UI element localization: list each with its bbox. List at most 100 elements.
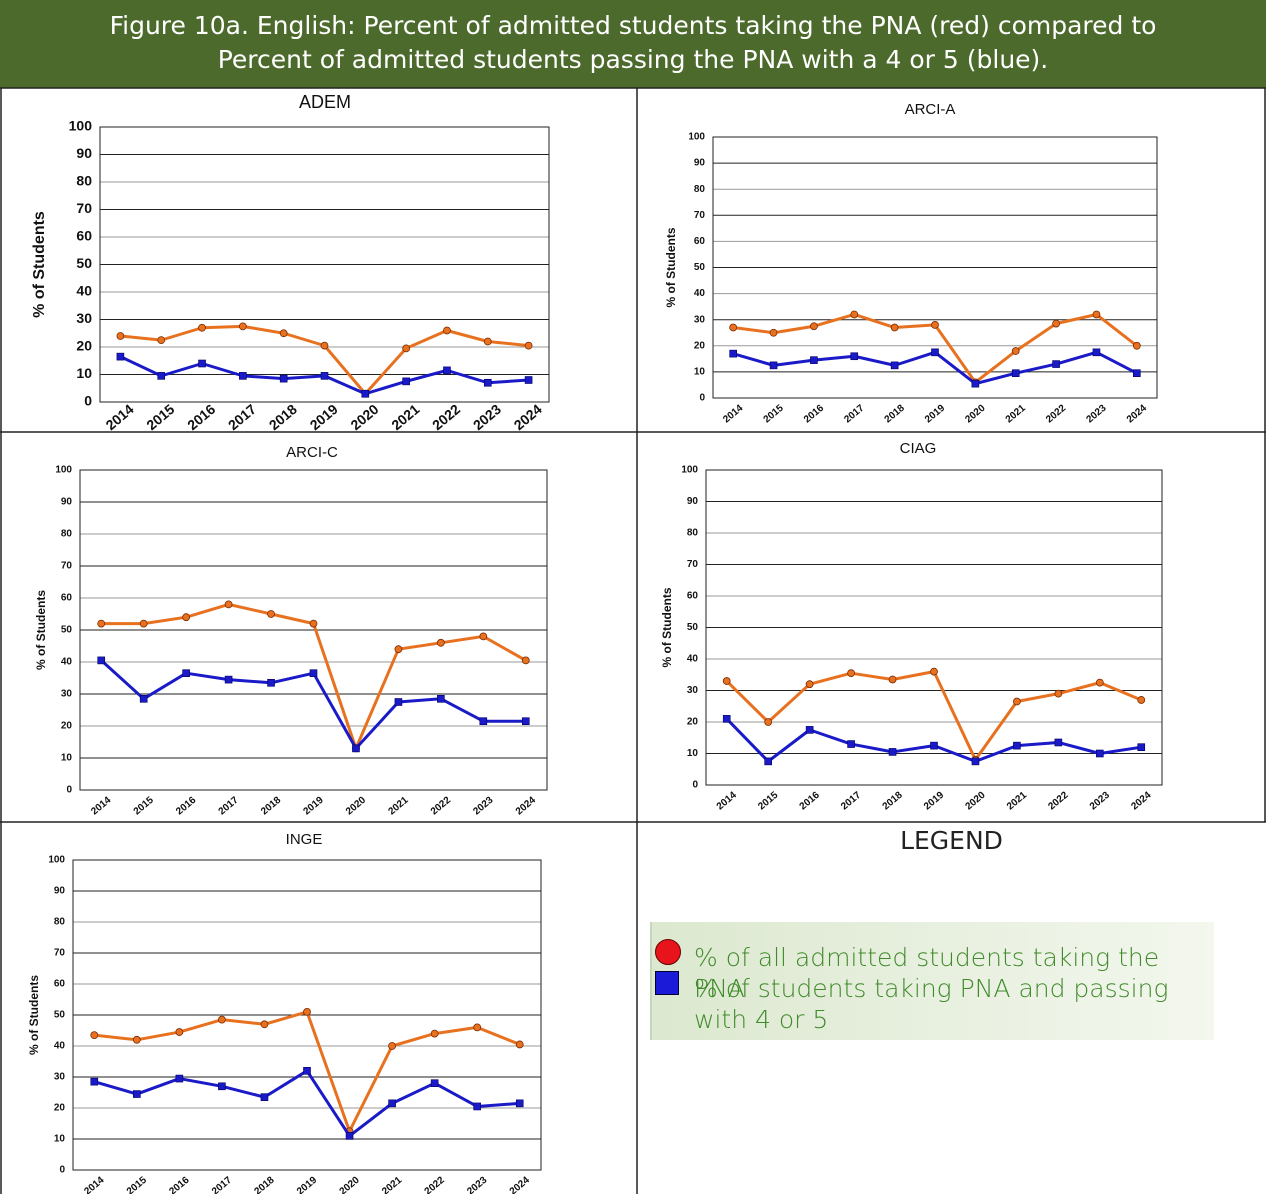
data-point — [769, 328, 778, 337]
x-tick-label: 2019 — [302, 794, 326, 817]
x-tick-label: 2023 — [1084, 402, 1108, 425]
data-point — [402, 377, 410, 386]
data-point — [260, 1020, 269, 1029]
data-point — [394, 698, 403, 706]
x-tick-label: 2017 — [842, 402, 866, 425]
x-tick-label: 2016 — [167, 1174, 191, 1194]
data-point — [430, 1029, 439, 1038]
data-point — [524, 341, 533, 350]
x-tick-label: 2014 — [89, 794, 113, 817]
data-point — [729, 349, 737, 358]
x-tick-label: 2015 — [762, 402, 786, 425]
data-point — [116, 352, 125, 361]
data-point — [116, 332, 125, 340]
series-line — [120, 324, 529, 396]
data-point — [479, 717, 488, 726]
x-tick-label: 2023 — [1088, 789, 1112, 812]
data-point — [303, 1067, 311, 1075]
x-tick-label: 2024 — [1129, 789, 1153, 812]
x-tick-label: 2014 — [721, 402, 745, 425]
data-point — [1013, 741, 1021, 750]
x-tick-label: 2022 — [1046, 789, 1070, 812]
data-point — [1133, 369, 1141, 378]
data-point — [388, 1042, 396, 1050]
chart: ARCI-C % of Students 0 10 20 30 40 50 60 70 80 90 10… — [34, 444, 548, 817]
data-point — [443, 326, 451, 335]
data-point — [483, 337, 492, 346]
legend-label: % of students taking PNA and passing wit… — [694, 974, 1169, 1034]
y-tick-label: 30 — [61, 689, 73, 700]
y-tick-label: 90 — [687, 496, 699, 507]
data-point — [443, 366, 451, 375]
data-point — [722, 715, 731, 723]
y-tick-label: 20 — [54, 1103, 66, 1114]
x-tick-label: 2014 — [102, 401, 136, 433]
y-tick-label: 60 — [694, 236, 706, 247]
y-axis-label: % of Students — [660, 587, 674, 667]
x-tick-label: 2014 — [715, 789, 739, 812]
y-tick-label: 70 — [76, 200, 92, 216]
x-tick-label: 2018 — [252, 1174, 276, 1194]
data-point — [515, 1040, 524, 1049]
y-tick-label: 90 — [76, 145, 92, 161]
x-tick-label: 2020 — [344, 794, 368, 817]
data-point — [888, 748, 897, 756]
data-point — [218, 1082, 226, 1091]
data-point — [888, 675, 897, 684]
y-axis-label: % of Students — [27, 975, 41, 1055]
y-tick-label: 0 — [699, 393, 705, 404]
data-point — [133, 1090, 141, 1098]
y-tick-label: 30 — [694, 314, 706, 325]
data-point — [436, 638, 445, 647]
x-tick-label: 2024 — [1125, 402, 1149, 425]
data-point — [764, 718, 773, 726]
data-point — [139, 619, 148, 628]
data-point — [971, 379, 980, 388]
y-tick-label: 100 — [69, 118, 93, 134]
chart: ADEM % of Students 0 10 20 30 40 50 60 70 80 90 100 2… — [31, 92, 550, 433]
x-tick-label: 2017 — [217, 794, 241, 817]
data-point — [267, 610, 275, 618]
plot-frame — [705, 469, 1163, 786]
data-point — [473, 1102, 481, 1111]
y-tick-label: 100 — [688, 132, 705, 143]
x-tick-label: 2015 — [143, 401, 177, 433]
y-tick-label: 80 — [694, 184, 706, 195]
y-tick-label: 10 — [61, 753, 73, 764]
data-point — [850, 310, 859, 319]
y-tick-label: 0 — [692, 780, 698, 791]
y-tick-label: 60 — [61, 593, 73, 604]
data-point — [402, 344, 411, 353]
x-tick-label: 2023 — [470, 401, 504, 433]
y-tick-label: 0 — [84, 393, 92, 409]
y-tick-label: 0 — [66, 785, 72, 796]
series-line — [732, 350, 1138, 386]
y-axis-label: % of Students — [664, 227, 678, 307]
data-point — [1132, 341, 1141, 350]
data-point — [175, 1074, 184, 1083]
data-point — [847, 669, 855, 678]
x-tick-label: 2017 — [839, 789, 863, 812]
data-point — [90, 1077, 99, 1086]
plot-frame — [712, 136, 1158, 399]
data-point — [309, 669, 318, 678]
y-tick-label: 100 — [681, 465, 698, 476]
x-tick-label: 2024 — [514, 794, 538, 817]
data-point — [97, 656, 106, 665]
data-point — [1052, 319, 1060, 328]
y-axis-label: % of Students — [31, 211, 48, 318]
y-tick-label: 40 — [54, 1041, 66, 1052]
data-point — [805, 680, 814, 689]
y-axis-label: % of Students — [34, 590, 48, 670]
y-tick-label: 60 — [76, 228, 92, 244]
data-point — [224, 675, 233, 684]
y-tick-label: 10 — [76, 365, 92, 381]
data-point — [175, 1028, 184, 1036]
data-point — [198, 359, 206, 368]
chart-title: CIAG — [900, 440, 937, 457]
y-tick-label: 30 — [76, 310, 92, 326]
data-point — [1013, 697, 1021, 706]
data-point — [805, 726, 814, 734]
y-tick-label: 90 — [54, 886, 66, 897]
legend-marker — [655, 971, 679, 995]
